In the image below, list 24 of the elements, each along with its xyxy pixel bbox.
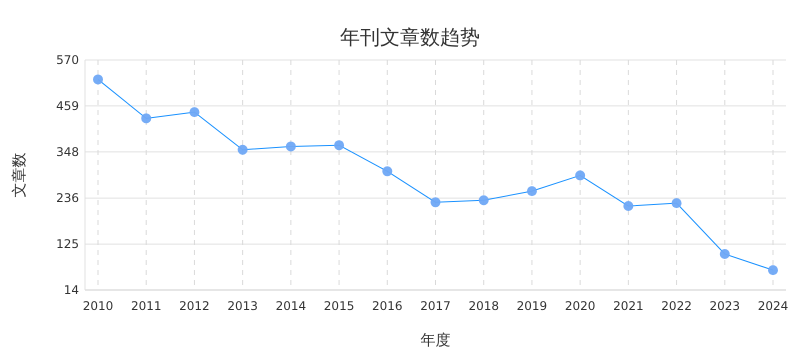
- y-tick-label: 236: [56, 191, 79, 206]
- x-tick-label: 2011: [130, 299, 162, 313]
- chart-title: 年刊文章数趋势: [340, 25, 480, 49]
- y-tick-label: 125: [56, 237, 79, 252]
- y-axis-title: 文章数: [10, 152, 28, 198]
- x-tick-label: 2015: [324, 299, 354, 313]
- y-tick-label: 570: [56, 53, 79, 67]
- x-tick-label: 2019: [516, 299, 548, 313]
- x-tick-label: 2022: [661, 299, 692, 313]
- x-tick-label: 2020: [564, 299, 596, 313]
- y-tick-label: 14: [64, 283, 79, 297]
- x-tick-label: 2017: [420, 299, 451, 313]
- x-tick-label: 2012: [179, 299, 210, 313]
- x-tick-label: 2021: [613, 299, 644, 313]
- x-tick-label: 2013: [227, 299, 258, 313]
- y-tick-label: 348: [56, 144, 79, 159]
- x-tick-label: 2016: [372, 299, 403, 313]
- x-axis-title: 年度: [420, 331, 450, 349]
- x-tick-label: 2023: [710, 299, 740, 313]
- y-tick-label: 459: [56, 98, 79, 113]
- x-tick-label: 2024: [758, 299, 788, 313]
- x-tick-label: 2010: [82, 299, 114, 313]
- x-tick-label: 2018: [468, 299, 499, 313]
- x-tick-label: 2014: [276, 299, 306, 313]
